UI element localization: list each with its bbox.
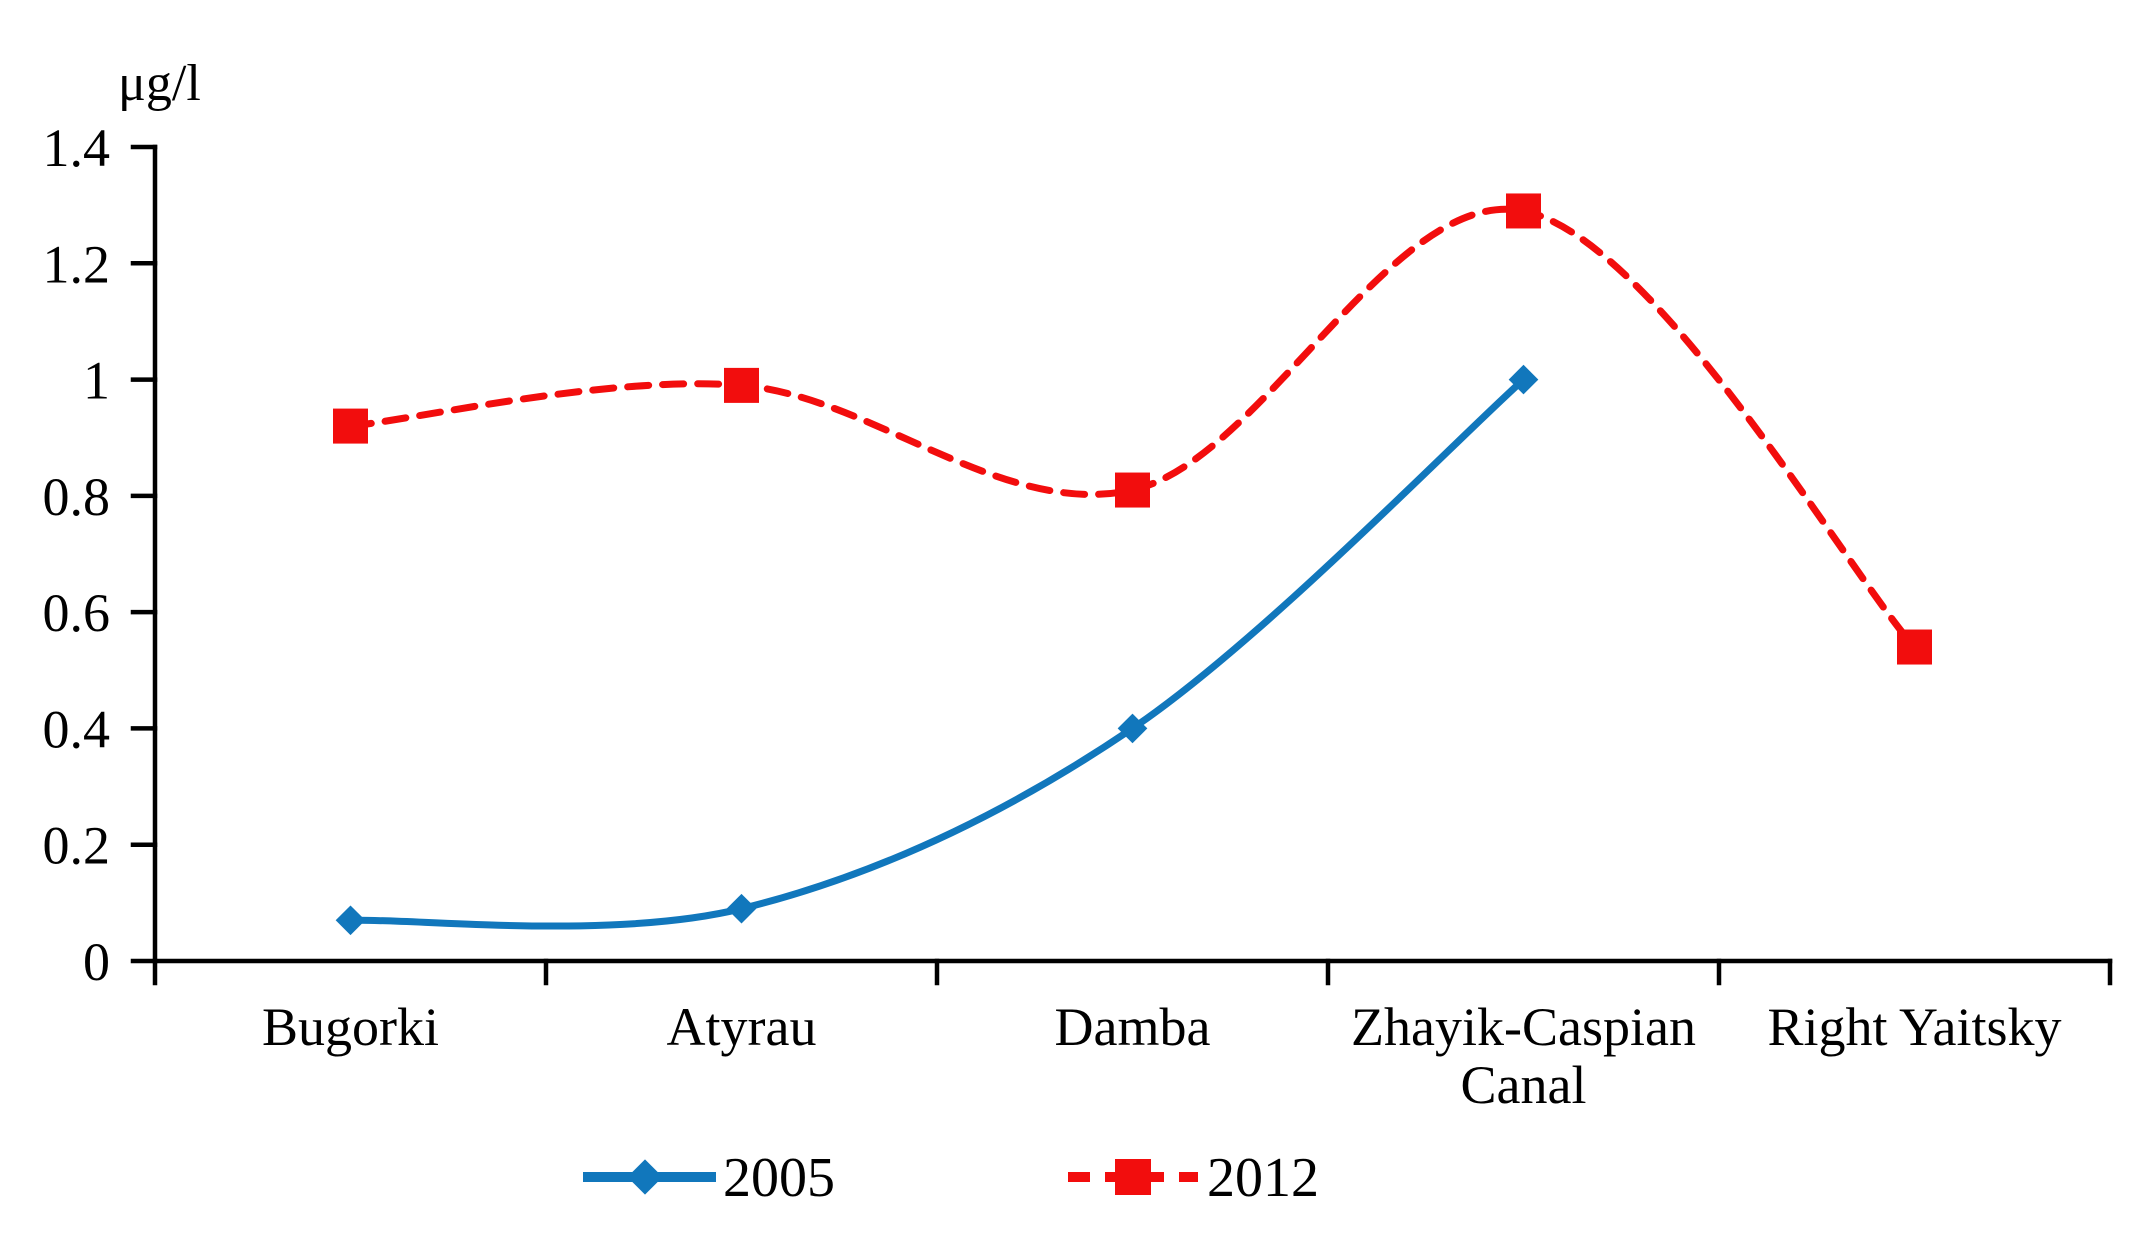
series-2005-diamond-marker <box>726 893 757 924</box>
category-label: Atyrau <box>667 997 817 1057</box>
series-2012-square-marker <box>1115 472 1150 508</box>
y-tick-label: 1 <box>83 351 110 411</box>
y-tick-label: 1.2 <box>43 234 111 294</box>
y-axis-unit-label: μg/l <box>118 55 201 112</box>
category-label: Bugorki <box>262 997 439 1057</box>
series-2005-diamond-marker <box>1508 364 1539 395</box>
legend: 2005 2012 <box>583 1147 1319 1209</box>
legend-item-2005: 2005 <box>583 1147 835 1209</box>
legend-2005-label: 2005 <box>723 1147 835 1209</box>
category-label: Canal <box>1461 1055 1587 1115</box>
y-tick-label: 0.2 <box>43 816 111 876</box>
series-2012-square-marker <box>724 367 759 403</box>
legend-item-2012: 2012 <box>1068 1147 1319 1209</box>
y-tick-label: 0.8 <box>43 467 111 527</box>
series-2012-line <box>347 205 1918 651</box>
y-tick-label: 0.6 <box>43 583 111 643</box>
series-2005-diamond-marker <box>1117 713 1148 744</box>
legend-2012-square-marker <box>1115 1159 1151 1195</box>
plot-area: 0 0.2 0.4 0.6 0.8 1 1.2 1.4 Bugorki Atyrau Damba Zh… <box>43 118 2113 1115</box>
legend-2012-label: 2012 <box>1207 1147 1319 1209</box>
y-tick-label: 1.4 <box>43 118 111 178</box>
category-label: Damba <box>1055 997 1211 1057</box>
category-label: Right Yaitsky <box>1767 997 2061 1057</box>
series-2005-line <box>347 376 1527 930</box>
series-2005-diamond-marker <box>335 905 366 936</box>
series-2012-square-marker <box>1897 629 1932 665</box>
series-2012-square-marker <box>333 408 368 444</box>
series-2012-square-marker <box>1506 193 1541 229</box>
category-label: Zhayik-Caspian <box>1351 997 1696 1057</box>
y-tick-label: 0 <box>83 932 110 992</box>
legend-2005-diamond-marker <box>627 1159 663 1195</box>
y-tick-label: 0.4 <box>43 699 111 759</box>
